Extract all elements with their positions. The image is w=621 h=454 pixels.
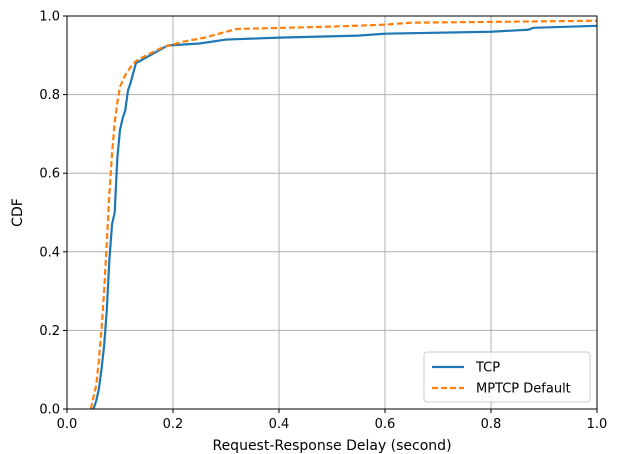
x-tick-label: 1.0 (587, 417, 608, 432)
y-tick-label: 0.0 (39, 403, 60, 418)
y-axis-label: CDF (10, 198, 26, 227)
x-tick-label: 0.8 (481, 417, 502, 432)
legend-box (423, 351, 591, 403)
ticks: 0.0 0.2 0.4 0.6 0.8 1.0 0.0 0.2 0.4 0.6 0.8 1.0 (39, 10, 607, 433)
series-line-mptcp-default (89, 19, 598, 410)
x-tick-label: 0.2 (163, 417, 184, 432)
x-axis-label: Request-Response Delay (second) (212, 438, 451, 454)
y-tick-label: 0.6 (39, 167, 60, 182)
y-tick-label: 1.0 (39, 10, 60, 25)
grid (66, 15, 598, 410)
legend: TCP MPTCP Default (423, 351, 591, 403)
legend-label-tcp: TCP (475, 361, 500, 376)
y-tick-label: 0.8 (39, 88, 60, 103)
y-tick-label: 0.2 (39, 324, 60, 339)
legend-label-mptcp-default: MPTCP Default (476, 382, 571, 397)
series-line-tcp (92, 24, 598, 410)
x-tick-label: 0.4 (269, 417, 290, 432)
x-tick-label: 0.6 (375, 417, 396, 432)
series-group (89, 19, 598, 410)
y-tick-label: 0.4 (39, 245, 60, 260)
plot-frame (66, 15, 598, 410)
x-tick-label: 0.0 (57, 417, 78, 432)
